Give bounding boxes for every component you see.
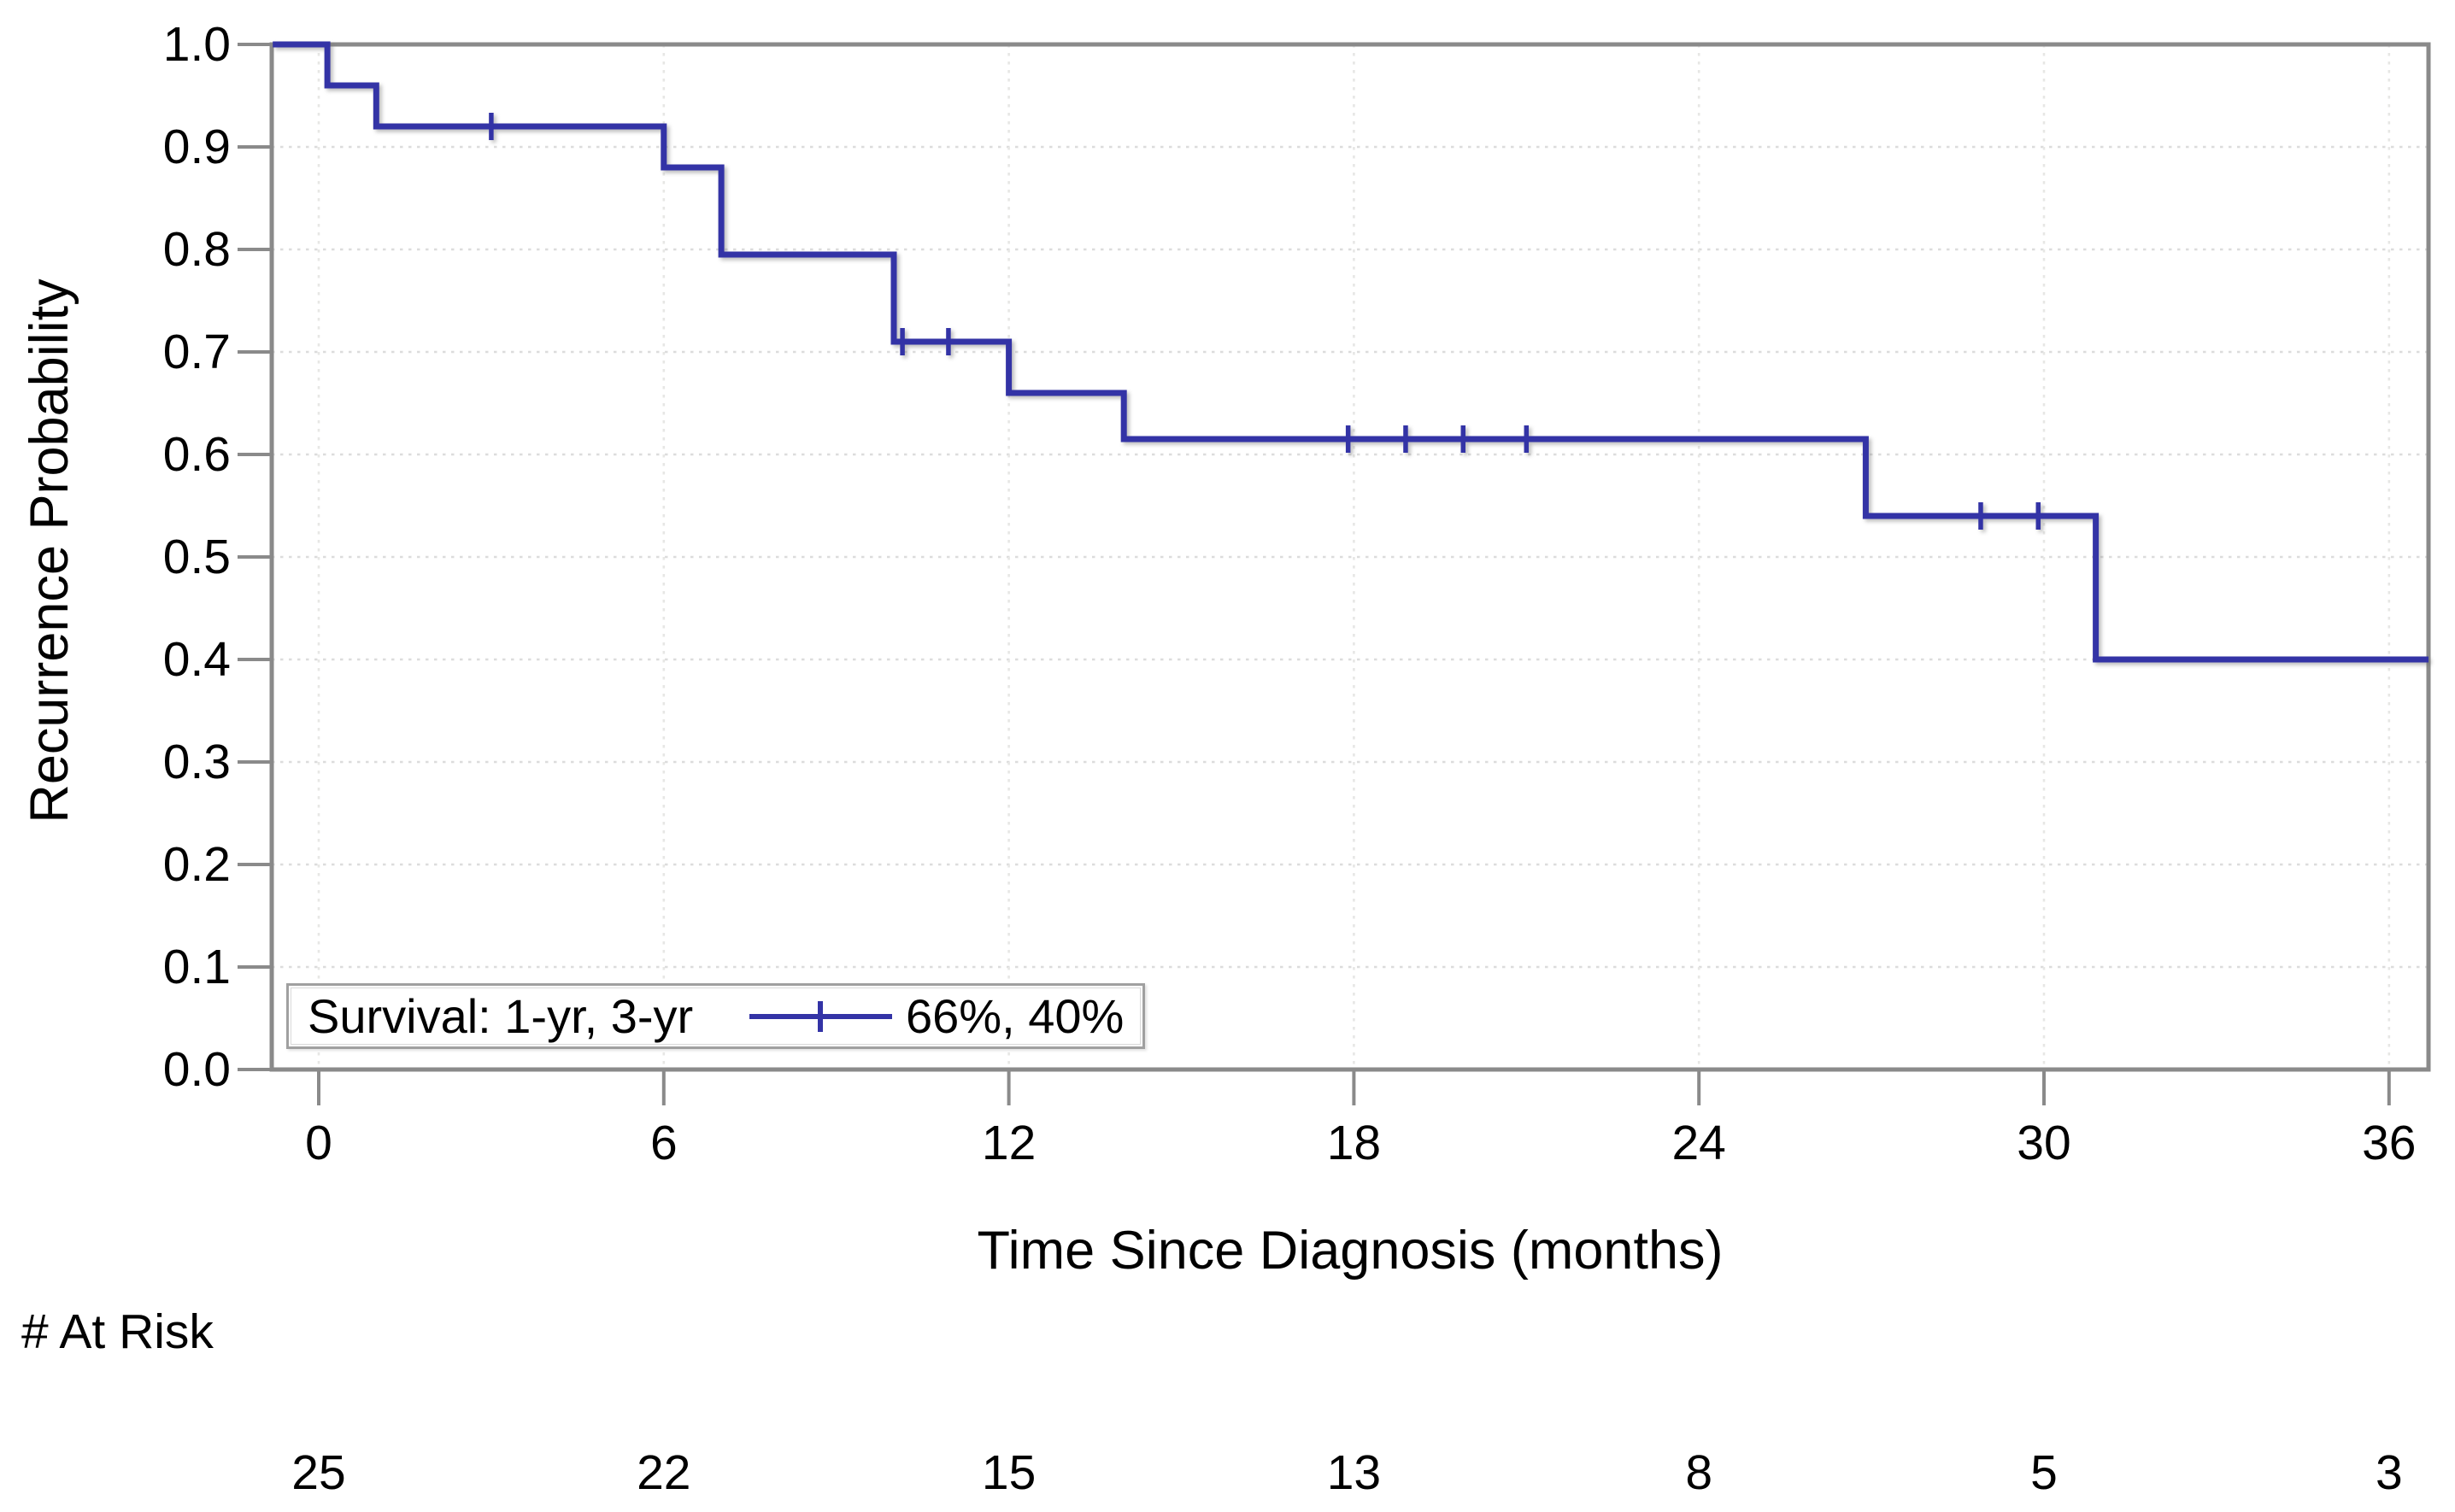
y-tick-label: 0.0 — [162, 1042, 231, 1097]
x-axis-title: Time Since Diagnosis (months) — [977, 1221, 1724, 1281]
plot-frame-and-ticks — [238, 42, 2431, 1105]
at-risk-count: 25 — [291, 1445, 346, 1500]
y-tick-label: 0.1 — [162, 940, 231, 994]
legend-line-sample-icon — [749, 1001, 892, 1032]
legend-label: Survival: 1-yr, 3-yr — [308, 989, 694, 1043]
x-tick-label: 18 — [1326, 1116, 1382, 1170]
x-tick-label: 30 — [2017, 1116, 2071, 1170]
at-risk-count: 22 — [637, 1445, 691, 1500]
x-tick-label: 36 — [2362, 1116, 2417, 1170]
x-tick-label: 12 — [981, 1116, 1037, 1170]
legend-values: 66%, 40% — [906, 989, 1125, 1043]
at-risk-count: 8 — [1685, 1445, 1713, 1500]
at-risk-count: 15 — [981, 1445, 1037, 1500]
y-tick-label: 0.3 — [162, 735, 231, 789]
at-risk-header: # At Risk — [21, 1304, 214, 1359]
y-tick-label: 0.7 — [162, 325, 231, 379]
gridlines — [272, 44, 2429, 1070]
y-axis-title: Recurrence Probability — [20, 278, 79, 823]
y-tick-label: 0.8 — [162, 222, 231, 277]
y-tick-label: 0.5 — [162, 530, 231, 584]
y-tick-label: 0.9 — [162, 120, 231, 174]
at-risk-count: 5 — [2030, 1445, 2058, 1500]
y-tick-label: 1.0 — [162, 17, 231, 72]
y-tick-label: 0.2 — [162, 837, 231, 892]
y-tick-label: 0.6 — [162, 427, 231, 482]
y-tick-label: 0.4 — [162, 632, 231, 687]
x-tick-label: 6 — [649, 1116, 678, 1170]
x-tick-label: 0 — [305, 1116, 332, 1170]
legend: Survival: 1-yr, 3-yr 66%, 40% — [286, 983, 1145, 1049]
survival-curve — [273, 41, 2429, 663]
at-risk-count: 3 — [2375, 1445, 2403, 1500]
x-tick-label: 24 — [1671, 1116, 1726, 1170]
at-risk-count: 13 — [1326, 1445, 1382, 1500]
